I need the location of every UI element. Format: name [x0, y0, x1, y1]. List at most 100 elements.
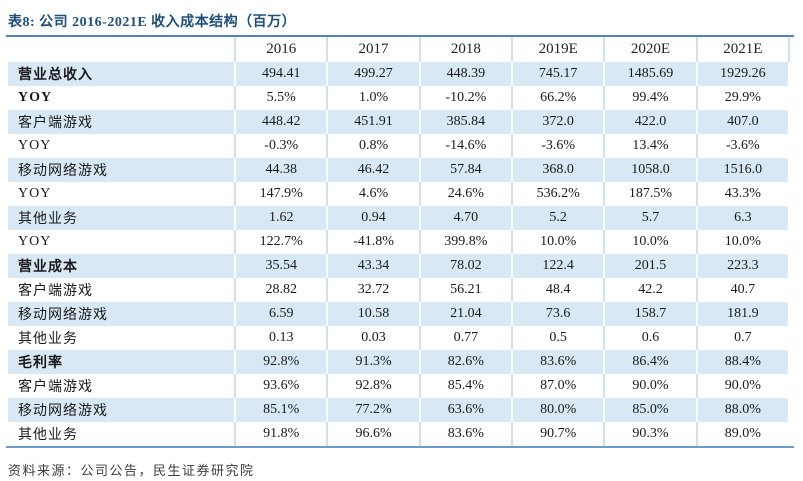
row-label: YOY — [8, 134, 237, 158]
value-cell: 122.7% — [236, 230, 329, 254]
value-cell: 122.4 — [513, 254, 606, 278]
revenue-cost-table: 2016 2017 2018 2019E 2020E 2021E 营业总收入 494.41 4… — [8, 37, 790, 446]
value-cell: 29.9% — [697, 86, 790, 110]
table-row: 营业总收入 494.41 499.27 448.39 745.17 1485.69 1929… — [8, 62, 790, 86]
value-cell: 10.0% — [697, 230, 790, 254]
row-label: 客户端游戏 — [8, 278, 237, 302]
row-label: YOY — [8, 182, 237, 206]
value-cell: -3.6% — [513, 134, 606, 158]
value-cell: 90.0% — [697, 374, 790, 398]
value-cell: 385.84 — [420, 110, 513, 134]
corner-header-cell — [8, 37, 237, 62]
value-cell: 90.3% — [605, 422, 698, 446]
value-cell: 1485.69 — [605, 62, 698, 86]
column-header: 2019E — [513, 37, 606, 62]
row-label: YOY — [8, 86, 237, 110]
column-header: 2017 — [328, 37, 421, 62]
value-cell: 10.58 — [328, 302, 421, 326]
value-cell: 57.84 — [420, 158, 513, 182]
table-row: 其他业务 91.8% 96.6% 83.6% 90.7% 90.3% 89.0% — [8, 422, 790, 446]
value-cell: 91.3% — [328, 350, 421, 374]
value-cell: 83.6% — [420, 422, 513, 446]
value-cell: 5.2 — [513, 206, 606, 230]
value-cell: 85.4% — [420, 374, 513, 398]
value-cell: 372.0 — [513, 110, 606, 134]
value-cell: 5.7 — [605, 206, 698, 230]
value-cell: 96.6% — [328, 422, 421, 446]
value-cell: 88.4% — [697, 350, 790, 374]
row-label: 客户端游戏 — [8, 110, 237, 134]
value-cell: 399.8% — [420, 230, 513, 254]
row-label: 移动网络游戏 — [8, 158, 237, 182]
value-cell: 87.0% — [513, 374, 606, 398]
value-cell: 56.21 — [420, 278, 513, 302]
value-cell: 4.6% — [328, 182, 421, 206]
table-row: 其他业务 1.62 0.94 4.70 5.2 5.7 6.3 — [8, 206, 790, 230]
table-row: 其他业务 0.13 0.03 0.77 0.5 0.6 0.7 — [8, 326, 790, 350]
table-title: 表8: 公司 2016-2021E 收入成本结构（百万） — [8, 15, 297, 30]
value-cell: 46.42 — [328, 158, 421, 182]
value-cell: 91.8% — [236, 422, 329, 446]
table-row: 客户端游戏 28.82 32.72 56.21 48.4 42.2 40.7 — [8, 278, 790, 302]
value-cell: -3.6% — [697, 134, 790, 158]
value-cell: 0.5 — [513, 326, 606, 350]
column-header: 2016 — [236, 37, 329, 62]
value-cell: 181.9 — [697, 302, 790, 326]
value-cell: 223.3 — [697, 254, 790, 278]
value-cell: 0.03 — [328, 326, 421, 350]
row-label: 移动网络游戏 — [8, 302, 237, 326]
value-cell: 745.17 — [513, 62, 606, 86]
row-label: 其他业务 — [8, 206, 237, 230]
table-row: 移动网络游戏 6.59 10.58 21.04 73.6 158.7 181.9 — [8, 302, 790, 326]
table-row: YOY 5.5% 1.0% -10.2% 66.2% 99.4% 29.9% — [8, 86, 790, 110]
row-label: 营业成本 — [8, 254, 237, 278]
value-cell: 82.6% — [420, 350, 513, 374]
table-row: 客户端游戏 448.42 451.91 385.84 372.0 422.0 407.0 — [8, 110, 790, 134]
value-cell: 10.0% — [513, 230, 606, 254]
value-cell: -0.3% — [236, 134, 329, 158]
value-cell: 93.6% — [236, 374, 329, 398]
table-row: 毛利率 92.8% 91.3% 82.6% 83.6% 86.4% 88.4% — [8, 350, 790, 374]
table-header: 2016 2017 2018 2019E 2020E 2021E — [8, 37, 790, 62]
value-cell: 66.2% — [513, 86, 606, 110]
value-cell: 158.7 — [605, 302, 698, 326]
column-header: 2020E — [605, 37, 698, 62]
value-cell: 0.77 — [420, 326, 513, 350]
value-cell: 35.54 — [236, 254, 329, 278]
table-row: YOY -0.3% 0.8% -14.6% -3.6% 13.4% -3.6% — [8, 134, 790, 158]
row-label: 其他业务 — [8, 422, 237, 446]
column-header: 2018 — [421, 37, 513, 62]
value-cell: 32.72 — [328, 278, 421, 302]
value-cell: 28.82 — [236, 278, 329, 302]
value-cell: 499.27 — [328, 62, 421, 86]
value-cell: 1058.0 — [605, 158, 698, 182]
value-cell: 201.5 — [605, 254, 698, 278]
value-cell: 85.0% — [605, 398, 698, 422]
value-cell: 5.5% — [236, 86, 329, 110]
value-cell: 80.0% — [513, 398, 606, 422]
value-cell: 0.7 — [697, 326, 790, 350]
value-cell: 448.39 — [420, 62, 513, 86]
value-cell: -14.6% — [420, 134, 513, 158]
value-cell: 422.0 — [605, 110, 698, 134]
value-cell: 368.0 — [513, 158, 606, 182]
value-cell: 1929.26 — [697, 62, 790, 86]
table-body: 营业总收入 494.41 499.27 448.39 745.17 1485.69 1929… — [8, 62, 790, 446]
value-cell: 407.0 — [697, 110, 790, 134]
table-row: YOY 122.7% -41.8% 399.8% 10.0% 10.0% 10.0% — [8, 230, 790, 254]
value-cell: 88.0% — [697, 398, 790, 422]
value-cell: 6.59 — [236, 302, 329, 326]
table-row: YOY 147.9% 4.6% 24.6% 536.2% 187.5% 43.3% — [8, 182, 790, 206]
value-cell: 4.70 — [420, 206, 513, 230]
value-cell: 92.8% — [328, 374, 421, 398]
table-row: 营业成本 35.54 43.34 78.02 122.4 201.5 223.3 — [8, 254, 790, 278]
value-cell: 85.1% — [236, 398, 329, 422]
value-cell: 40.7 — [697, 278, 790, 302]
top-rule-divider — [6, 35, 794, 37]
value-cell: 48.4 — [513, 278, 606, 302]
row-label: 移动网络游戏 — [8, 398, 237, 422]
header-row: 2016 2017 2018 2019E 2020E 2021E — [8, 37, 790, 62]
value-cell: 147.9% — [236, 182, 329, 206]
source-note: 资料来源：公司公告，民生证券研究院 — [8, 463, 255, 478]
